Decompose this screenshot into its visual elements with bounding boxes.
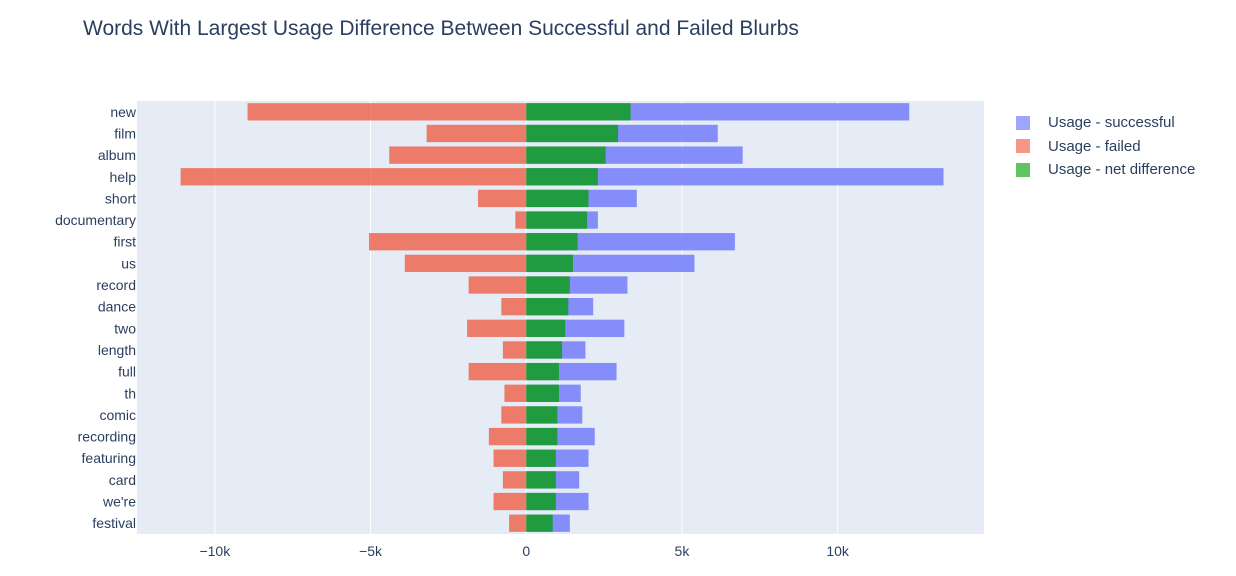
x-tick-label: 5k	[675, 543, 691, 559]
bar-usage-failed-new[interactable]	[247, 103, 527, 121]
y-tick-label: first	[113, 234, 136, 250]
bar-usage-net-difference-us[interactable]	[526, 254, 573, 273]
bar-usage-net-difference-full[interactable]	[526, 362, 559, 381]
y-tick-label: us	[121, 255, 136, 271]
bar-usage-failed-dance[interactable]	[501, 298, 527, 316]
bars	[180, 103, 944, 532]
bar-usage-net-difference-film[interactable]	[526, 124, 619, 143]
bar-usage-successful-help[interactable]	[526, 168, 944, 186]
legend-swatch	[1016, 115, 1030, 130]
bar-usage-failed-help[interactable]	[180, 168, 527, 186]
legend-item[interactable]: Usage - successful	[1016, 111, 1195, 135]
bar-usage-successful-first[interactable]	[526, 233, 735, 251]
bar-usage-net-difference-th[interactable]	[526, 384, 559, 402]
bar-usage-failed-recording[interactable]	[488, 427, 527, 446]
y-tick-label: documentary	[55, 212, 136, 228]
y-tick-label: comic	[99, 407, 136, 423]
legend-swatch	[1016, 139, 1030, 154]
bar-usage-net-difference-short[interactable]	[526, 189, 589, 208]
bar-usage-failed-comic[interactable]	[501, 406, 527, 424]
legend-swatch	[1016, 162, 1030, 177]
y-axis-ticks: new film album help short documentary first us r…	[55, 104, 137, 531]
bar-usage-net-difference-record[interactable]	[526, 276, 570, 294]
bar-usage-net-difference-documentary[interactable]	[526, 211, 587, 229]
x-axis-ticks: −10k −5k 0 5k 10k	[199, 543, 849, 559]
chart-title: Words With Largest Usage Difference Betw…	[83, 17, 799, 40]
y-tick-label: th	[124, 385, 136, 401]
bar-usage-net-difference-new[interactable]	[526, 103, 631, 121]
legend-label: Usage - net difference	[1048, 161, 1196, 179]
y-tick-label: recording	[78, 429, 136, 445]
y-tick-label: we're	[102, 494, 136, 510]
legend-label: Usage - successful	[1048, 114, 1175, 132]
bar-usage-net-difference-length[interactable]	[526, 341, 563, 359]
bar-usage-failed-length[interactable]	[502, 341, 527, 359]
bar-usage-failed-two[interactable]	[467, 319, 527, 337]
y-tick-label: festival	[92, 515, 136, 531]
bar-usage-net-difference-two[interactable]	[526, 319, 566, 337]
legend-item[interactable]: Usage - failed	[1016, 135, 1195, 159]
plot-background	[137, 101, 984, 534]
bar-usage-net-difference-album[interactable]	[526, 146, 606, 164]
y-tick-label: record	[96, 277, 136, 293]
bar-usage-failed-record[interactable]	[468, 276, 527, 294]
bar-usage-net-difference-first[interactable]	[526, 233, 578, 251]
bar-usage-net-difference-dance[interactable]	[526, 298, 569, 316]
y-tick-label: short	[105, 190, 136, 206]
bar-usage-failed-film[interactable]	[426, 124, 527, 143]
bar-usage-net-difference-card[interactable]	[526, 471, 556, 489]
bar-usage-net-difference-featuring[interactable]	[526, 449, 556, 467]
y-tick-label: featuring	[82, 450, 136, 466]
x-tick-label: 10k	[826, 543, 850, 559]
bar-usage-net-difference-comic[interactable]	[526, 406, 558, 424]
bar-usage-failed-first[interactable]	[368, 233, 527, 251]
y-tick-label: album	[98, 147, 136, 163]
y-tick-label: two	[114, 320, 136, 336]
y-tick-label: card	[109, 472, 136, 488]
bar-usage-failed-festival[interactable]	[509, 514, 527, 532]
y-tick-label: full	[118, 364, 136, 380]
bar-usage-failed-documentary[interactable]	[515, 211, 527, 229]
y-tick-label: dance	[98, 299, 136, 315]
bar-usage-failed-short[interactable]	[477, 189, 527, 208]
bar-usage-failed-full[interactable]	[468, 362, 527, 381]
y-tick-label: film	[114, 125, 136, 141]
legend-item[interactable]: Usage - net difference	[1016, 158, 1195, 182]
bar-usage-net-difference-were[interactable]	[526, 492, 556, 511]
y-tick-label: new	[110, 104, 137, 120]
y-tick-label: help	[110, 169, 137, 185]
bar-usage-failed-us[interactable]	[404, 254, 527, 273]
bar-usage-failed-th[interactable]	[504, 384, 527, 402]
bar-usage-net-difference-help[interactable]	[526, 168, 598, 186]
bar-usage-failed-were[interactable]	[493, 492, 527, 511]
bar-usage-failed-featuring[interactable]	[493, 449, 527, 467]
y-tick-label: length	[98, 342, 136, 358]
x-tick-label: −10k	[199, 543, 231, 559]
bar-usage-net-difference-recording[interactable]	[526, 427, 558, 446]
x-tick-label: −5k	[359, 543, 383, 559]
legend-label: Usage - failed	[1048, 137, 1141, 155]
bar-usage-net-difference-festival[interactable]	[526, 514, 553, 532]
bar-usage-failed-card[interactable]	[502, 471, 527, 489]
legend: Usage - successful Usage - failed Usage - …	[1016, 111, 1195, 182]
x-tick-label: 0	[522, 543, 530, 559]
bar-usage-failed-album[interactable]	[389, 146, 527, 164]
